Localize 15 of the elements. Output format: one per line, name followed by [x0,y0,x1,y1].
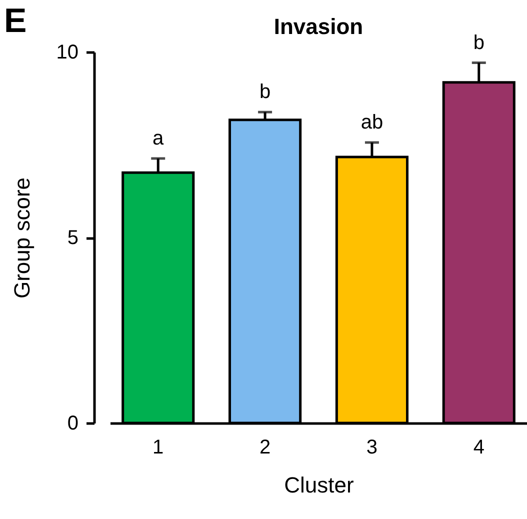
annotation: b [259,81,271,104]
x-tick-label: 1 [152,436,164,458]
y-axis-title: Group score [9,177,34,299]
x-tick-label: 4 [473,436,484,458]
y-tick-label: 0 [67,412,78,434]
y-tick-label: 5 [67,227,78,249]
annotation: ab [360,112,384,134]
annotation: a [152,127,165,150]
annotation: b [473,32,484,54]
chart-title: Invasion [274,14,364,39]
y-tick-label: 10 [56,42,78,64]
text: E [4,2,27,41]
x-tick-label: 2 [259,436,271,458]
x-tick-label: 3 [366,436,378,458]
x-axis-title: Cluster [284,472,354,498]
